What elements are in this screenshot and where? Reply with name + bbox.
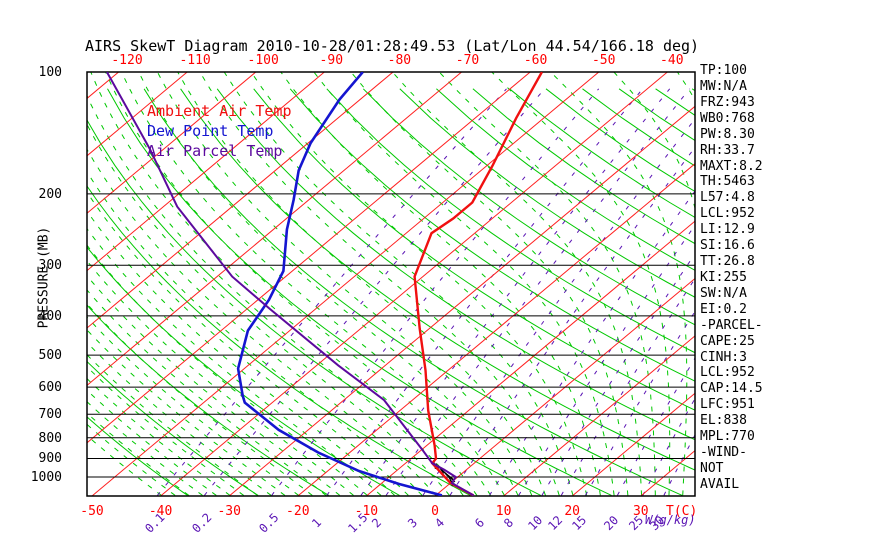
pressure-tick-label: 600 xyxy=(38,380,62,396)
pressure-tick-label: 800 xyxy=(38,430,62,446)
top-temp-tick-label: -50 xyxy=(591,53,616,68)
stats-line: MPL:770 xyxy=(700,429,755,445)
top-temp-tick-label: -60 xyxy=(523,53,548,68)
mixing-ratio-axis-unit: W(g/kg) xyxy=(645,513,696,527)
pressure-tick-label: 300 xyxy=(38,258,62,274)
stats-line: L57:4.8 xyxy=(700,190,755,206)
stats-line: TP:100 xyxy=(700,63,747,78)
stats-line: PW:8.30 xyxy=(700,126,755,142)
bottom-temp-tick-label: -20 xyxy=(286,504,310,519)
pressure-tick-label: 100 xyxy=(38,65,62,80)
legend-item: Dew Point Temp xyxy=(147,122,274,140)
stats-line: KI:255 xyxy=(700,269,747,285)
bottom-temp-tick-label: 30 xyxy=(632,504,649,519)
stats-line: SW:N/A xyxy=(700,285,747,301)
stats-line: LI:12.9 xyxy=(700,222,755,238)
stats-line: AVAIL xyxy=(700,476,740,492)
chart-title: AIRS SkewT Diagram 2010-10-28/01:28:49.5… xyxy=(85,37,700,55)
bottom-temp-tick-label: 10 xyxy=(495,504,512,519)
stats-line: CINH:3 xyxy=(700,349,747,365)
stats-line: -PARCEL- xyxy=(700,317,763,333)
top-temp-tick-label: -40 xyxy=(660,53,684,68)
series-ambient-air-temp xyxy=(413,72,543,496)
stats-line: EL:838 xyxy=(700,413,747,429)
top-temp-tick-label: -80 xyxy=(387,53,412,68)
top-temp-tick-label: -90 xyxy=(319,53,344,68)
bottom-temp-tick-label: -50 xyxy=(80,504,104,519)
pressure-tick-label: 200 xyxy=(38,186,62,202)
top-temp-tick-label: -70 xyxy=(455,53,480,68)
stats-line: TH:5463 xyxy=(700,174,755,190)
bottom-temp-tick-label: -30 xyxy=(217,504,241,519)
stats-line: NOT xyxy=(700,461,724,476)
pressure-tick-label: 900 xyxy=(38,451,62,467)
plot-frame xyxy=(86,71,696,497)
pressure-tick-label: 700 xyxy=(38,407,62,423)
stats-line: FRZ:943 xyxy=(700,94,755,110)
temp-axis-unit: T(C) xyxy=(666,504,698,519)
bottom-temp-tick-label: -40 xyxy=(148,504,173,519)
top-temp-tick-label: -110 xyxy=(179,53,211,68)
stats-line: EI:0.2 xyxy=(700,301,747,317)
stats-line: MAXT:8.2 xyxy=(700,158,763,174)
series-air-parcel-temp xyxy=(106,72,474,496)
pressure-tick-label: 500 xyxy=(38,348,62,364)
stats-line: LCL:952 xyxy=(700,206,755,222)
stats-line: MW:N/A xyxy=(700,78,747,94)
bottom-temp-tick-label: 20 xyxy=(564,504,581,519)
stats-line: RH:33.7 xyxy=(700,142,755,158)
bottom-temp-tick-label: 0 xyxy=(431,504,439,519)
stats-line: LFC:951 xyxy=(700,397,755,413)
stats-line: CAP:14.5 xyxy=(700,381,763,397)
sounding-curves xyxy=(106,72,543,496)
legend-item: Ambient Air Temp xyxy=(147,102,292,120)
pressure-tick-label: 1000 xyxy=(30,470,62,485)
stats-line: LCL:952 xyxy=(700,365,755,381)
series-dew-point-temp xyxy=(236,72,443,496)
stats-line: WB0:768 xyxy=(700,110,755,126)
stats-line: TT:26.8 xyxy=(700,254,755,270)
stats-line: CAPE:25 xyxy=(700,333,755,349)
bottom-temp-tick-label: -10 xyxy=(354,504,379,519)
pressure-tick-label: 400 xyxy=(38,308,62,324)
top-temp-tick-label: -120 xyxy=(111,53,143,68)
stats-line: SI:16.6 xyxy=(700,238,755,254)
legend-item: Air Parcel Temp xyxy=(147,142,283,160)
top-temp-tick-label: -100 xyxy=(247,53,279,68)
stats-line: -WIND- xyxy=(700,445,747,461)
